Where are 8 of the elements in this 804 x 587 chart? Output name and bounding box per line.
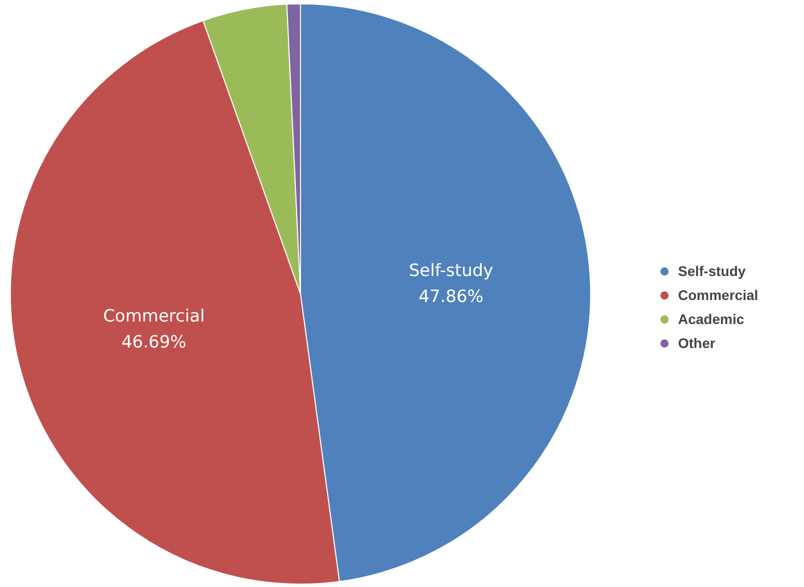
slice-label: Commercial [103,306,205,327]
data-label: 47.86% [418,286,484,307]
legend-label: Self-study [678,263,746,279]
data-label: 46.69% [121,332,186,353]
slice-label: Self-study [408,260,494,281]
legend-label: Academic [678,311,744,327]
legend-label: Commercial [678,287,758,303]
legend-label: Other [678,335,716,351]
